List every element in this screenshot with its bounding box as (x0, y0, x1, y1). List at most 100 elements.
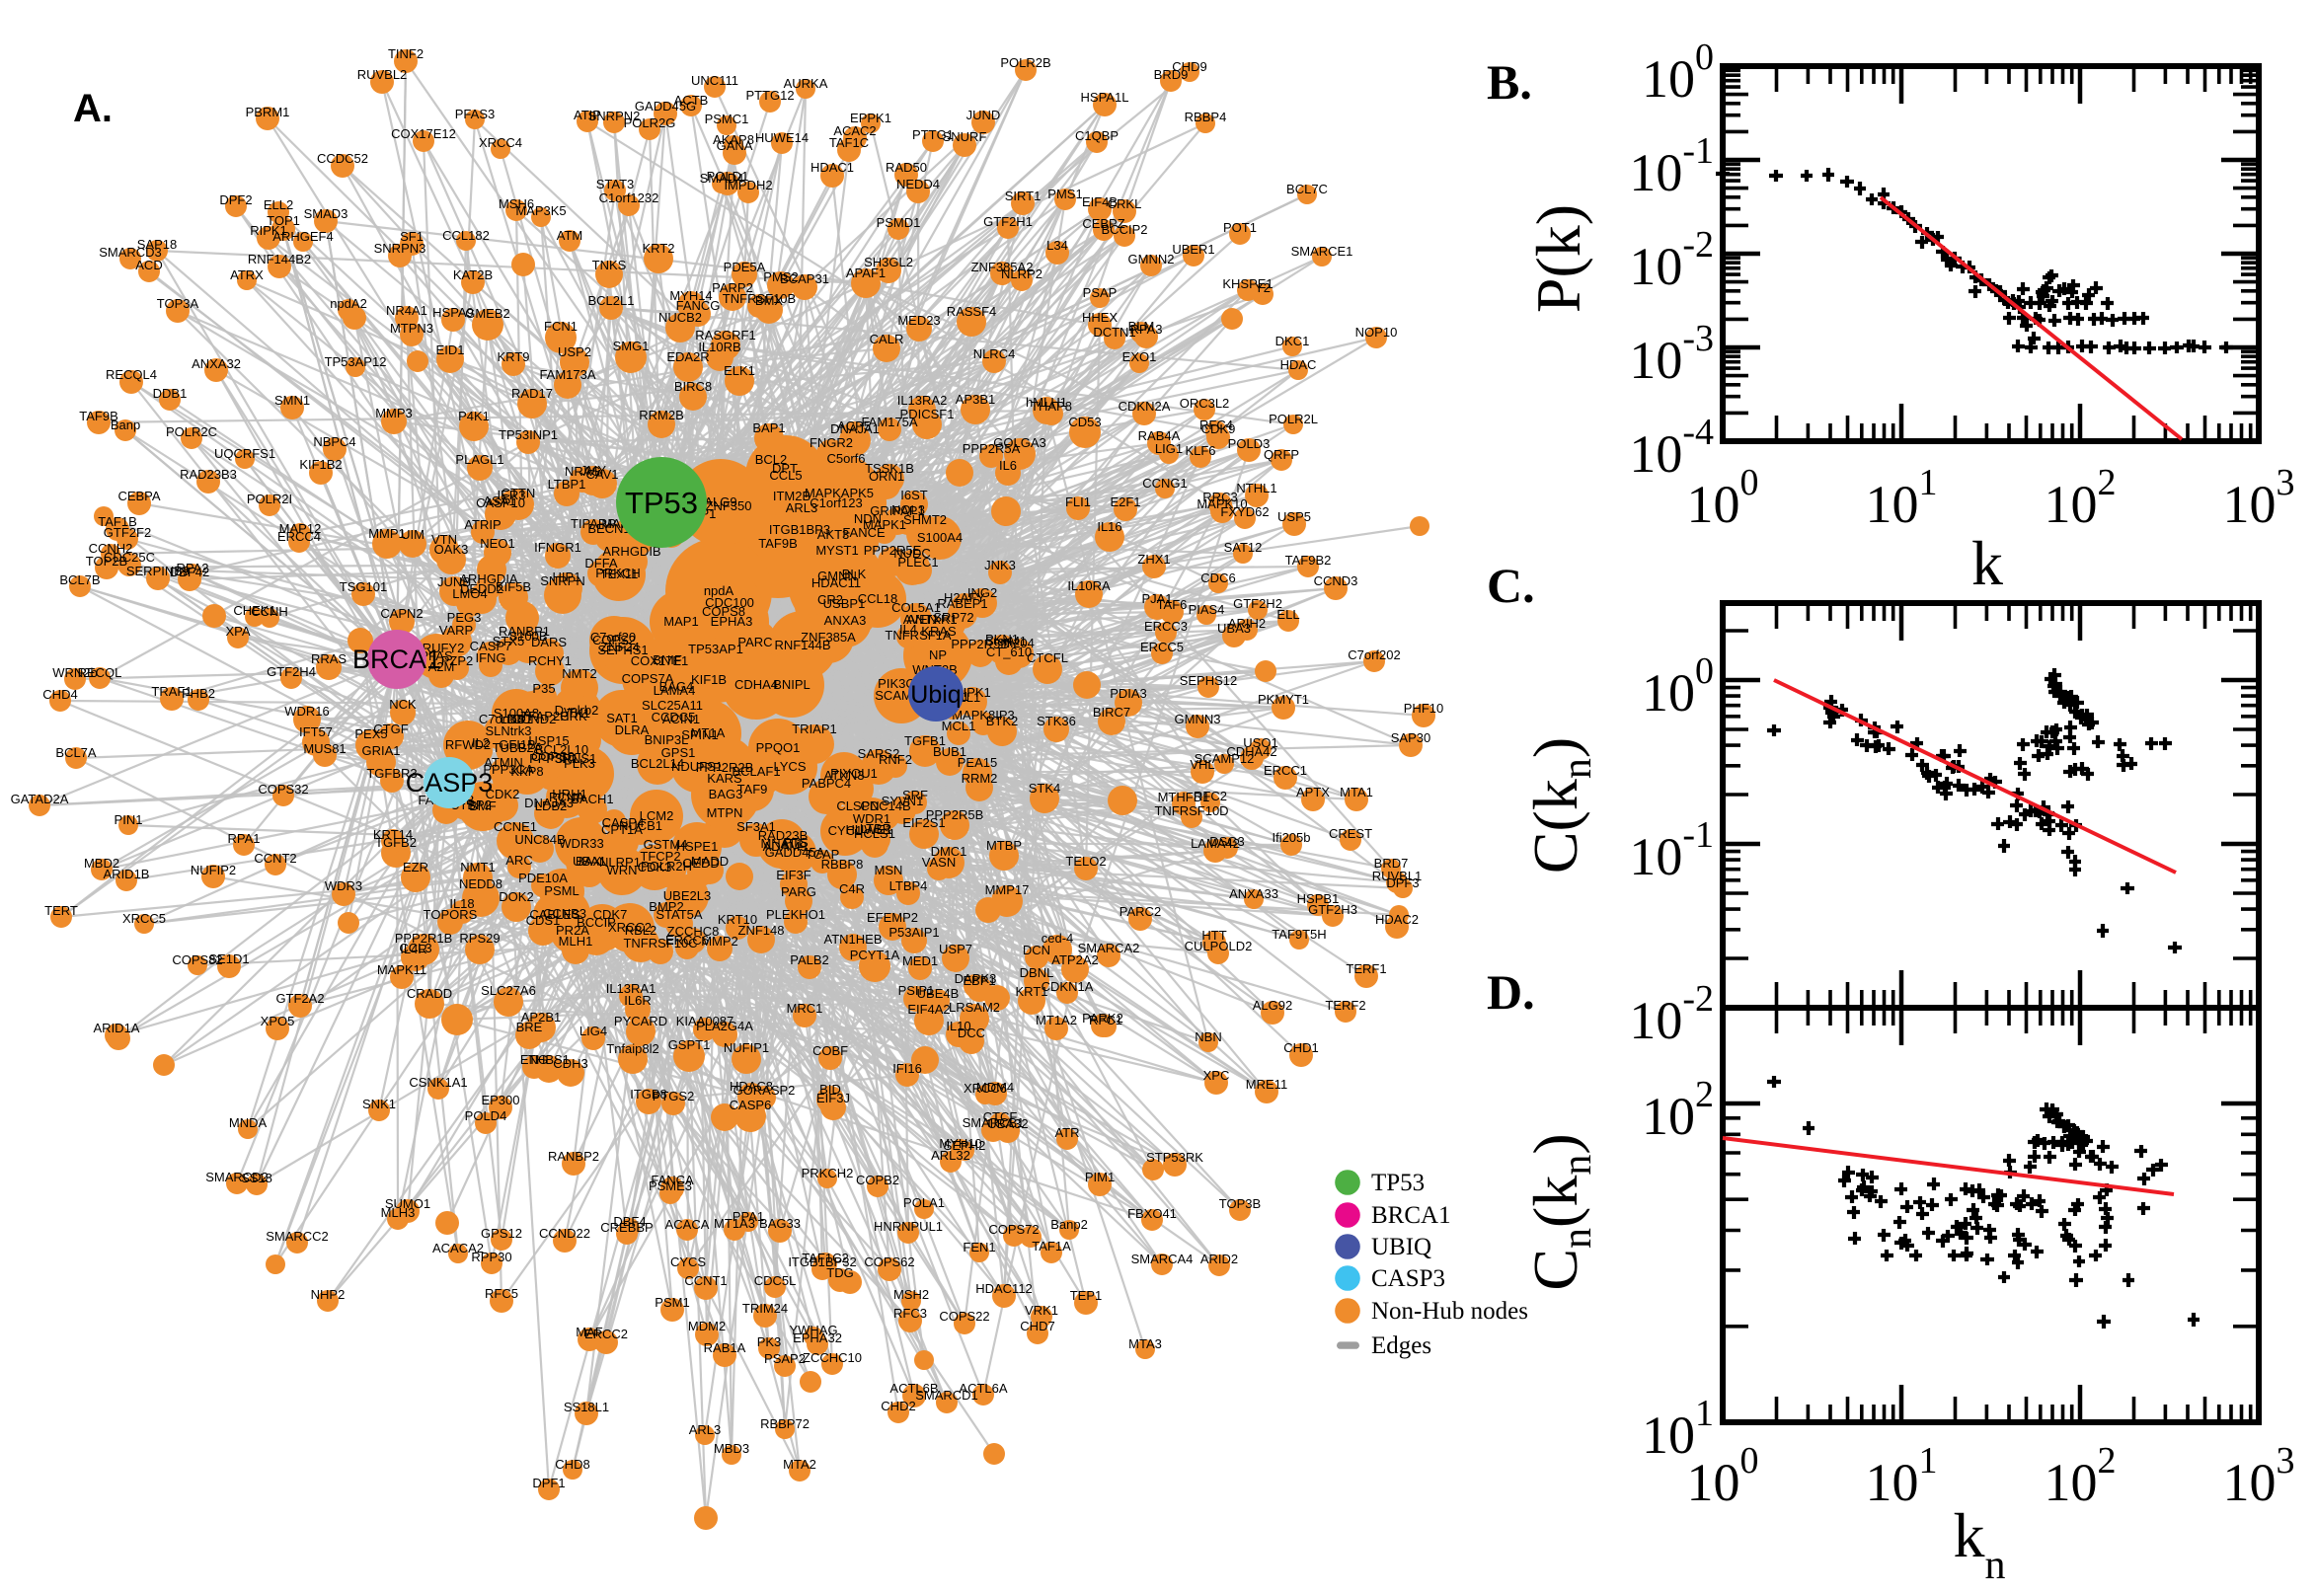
svg-text:PPP2R2B: PPP2R2B (696, 760, 754, 775)
svg-text:KAT2B: KAT2B (453, 267, 493, 282)
svg-text:KRT9: KRT9 (498, 349, 530, 364)
svg-text:LAMA42: LAMA42 (1191, 836, 1240, 851)
svg-text:DCC: DCC (958, 1026, 985, 1040)
svg-text:CHD8: CHD8 (555, 1457, 589, 1472)
svg-text:EIF2S1: EIF2S1 (902, 815, 945, 830)
svg-text:HSPA1L: HSPA1L (1081, 90, 1129, 105)
svg-text:CASP3: CASP3 (1371, 1265, 1445, 1292)
svg-text:PKMYT1: PKMYT1 (1258, 692, 1309, 707)
svg-text:AKT3: AKT3 (817, 527, 850, 542)
svg-text:LRSAM2: LRSAM2 (949, 1000, 1000, 1015)
svg-text:HUWE14: HUWE14 (755, 130, 809, 145)
svg-text:ORC3L2: ORC3L2 (1180, 396, 1230, 411)
svg-text:MTA1: MTA1 (1340, 785, 1373, 799)
svg-text:ANTXR1: ANTXR1 (906, 612, 957, 627)
svg-text:PDE5A: PDE5A (724, 260, 766, 274)
svg-text:RECQL: RECQL (78, 665, 122, 680)
svg-text:P53AIP1: P53AIP1 (888, 925, 939, 940)
svg-text:MLH1: MLH1 (559, 934, 593, 949)
svg-text:PARC2: PARC2 (1119, 904, 1161, 919)
svg-text:LIG1: LIG1 (1155, 441, 1183, 456)
svg-text:CCNT1: CCNT1 (684, 1273, 727, 1288)
svg-text:ATN1HEB: ATN1HEB (824, 932, 883, 947)
svg-text:BRD7: BRD7 (1374, 856, 1409, 871)
svg-text:MYST1: MYST1 (815, 543, 858, 558)
svg-text:MBD3: MBD3 (714, 1441, 749, 1456)
svg-text:PLEKHO1: PLEKHO1 (766, 907, 825, 922)
svg-text:CDH3: CDH3 (553, 1056, 587, 1071)
svg-text:ERCC1: ERCC1 (1264, 763, 1307, 778)
svg-text:RFC2: RFC2 (1194, 789, 1227, 803)
svg-text:TERT: TERT (44, 903, 78, 918)
svg-text:CASP3: CASP3 (406, 768, 494, 798)
svg-text:GSPT1: GSPT1 (668, 1037, 711, 1052)
svg-text:Ubiq: Ubiq (910, 681, 961, 709)
svg-text:KLF6: KLF6 (1185, 443, 1215, 458)
svg-text:MAPK1: MAPK1 (863, 517, 906, 532)
svg-text:D.: D. (1487, 964, 1535, 1020)
svg-text:UBA3: UBA3 (1217, 621, 1251, 636)
svg-text:ZHX1: ZHX1 (1137, 552, 1170, 567)
svg-text:CREBBP: CREBBP (600, 1220, 653, 1235)
svg-text:TOP2B: TOP2B (86, 554, 127, 569)
svg-text:PK3: PK3 (757, 1334, 782, 1349)
svg-text:RRM2: RRM2 (962, 771, 998, 786)
svg-text:B.: B. (1487, 54, 1532, 110)
svg-text:KRT2: KRT2 (643, 241, 675, 256)
svg-text:PDIA3: PDIA3 (1110, 686, 1147, 701)
svg-text:FLI1: FLI1 (1065, 494, 1091, 509)
svg-text:BCCIP2: BCCIP2 (1102, 222, 1148, 237)
svg-text:MLH3: MLH3 (381, 1205, 416, 1220)
svg-text:TIPARP: TIPARP (571, 516, 616, 531)
svg-text:SH3GL2: SH3GL2 (864, 255, 913, 269)
svg-text:GMNN2: GMNN2 (1128, 252, 1175, 266)
svg-text:L34: L34 (1046, 238, 1068, 253)
svg-text:DPF3: DPF3 (1386, 875, 1419, 890)
svg-text:CTGF: CTGF (373, 722, 408, 736)
svg-text:SIRT1: SIRT1 (1005, 189, 1042, 203)
svg-text:UBA32: UBA32 (987, 1116, 1028, 1131)
svg-text:CDHA42: CDHA42 (1226, 744, 1276, 759)
svg-text:NLRP1: NLRP1 (599, 855, 641, 870)
svg-text:PSM1: PSM1 (655, 1295, 689, 1310)
svg-text:GTF2A2: GTF2A2 (275, 991, 324, 1006)
svg-text:FNGR2: FNGR2 (810, 435, 853, 450)
svg-text:RPS29: RPS29 (459, 931, 500, 946)
svg-text:ADAM9: ADAM9 (763, 839, 808, 854)
svg-text:BNIPL: BNIPL (773, 677, 811, 692)
svg-text:IL13RA1: IL13RA1 (606, 981, 656, 996)
svg-text:HDAC1: HDAC1 (811, 160, 854, 175)
svg-text:RRAS: RRAS (311, 651, 347, 666)
svg-text:POLD1: POLD1 (707, 169, 749, 184)
svg-text:HHEX: HHEX (1082, 310, 1118, 325)
svg-text:MMP3: MMP3 (375, 406, 413, 420)
svg-text:RBBP72: RBBP72 (760, 1416, 810, 1431)
svg-text:DPT: DPT (772, 461, 798, 476)
svg-text:BIRC7: BIRC7 (1093, 705, 1130, 720)
svg-text:ACACA: ACACA (665, 1217, 710, 1232)
svg-text:HDAC112: HDAC112 (975, 1281, 1033, 1296)
svg-text:CDC6: CDC6 (1200, 570, 1235, 585)
svg-text:S100B: S100B (508, 629, 547, 644)
svg-text:RBBP8: RBBP8 (821, 857, 864, 872)
svg-text:TP53AP12: TP53AP12 (325, 354, 387, 369)
svg-text:PRKCH2: PRKCH2 (802, 1166, 854, 1180)
svg-text:PYCARD: PYCARD (614, 1014, 667, 1028)
svg-text:CCL182: CCL182 (442, 228, 490, 243)
svg-text:TP53: TP53 (625, 486, 698, 520)
svg-text:SMARCE1: SMARCE1 (1291, 244, 1353, 259)
svg-text:BNIP3L: BNIP3L (645, 732, 689, 747)
svg-text:ANXA33: ANXA33 (1229, 886, 1278, 901)
svg-text:ERCC2: ERCC2 (584, 1327, 628, 1341)
svg-text:DNAJA3: DNAJA3 (524, 796, 574, 810)
svg-text:POLR2L: POLR2L (1269, 412, 1318, 426)
svg-text:C4R: C4R (839, 881, 865, 896)
svg-text:SLC25A11: SLC25A11 (642, 698, 703, 713)
svg-text:MUS81: MUS81 (303, 741, 346, 756)
svg-text:NUFIP1: NUFIP1 (724, 1040, 769, 1055)
svg-text:PFAS3: PFAS3 (455, 107, 495, 121)
svg-text:GMNN3: GMNN3 (1175, 712, 1221, 726)
svg-text:PPP2R5D: PPP2R5D (951, 637, 1009, 651)
svg-text:KRT14: KRT14 (373, 827, 413, 842)
svg-text:C7orf202: C7orf202 (1348, 647, 1400, 662)
